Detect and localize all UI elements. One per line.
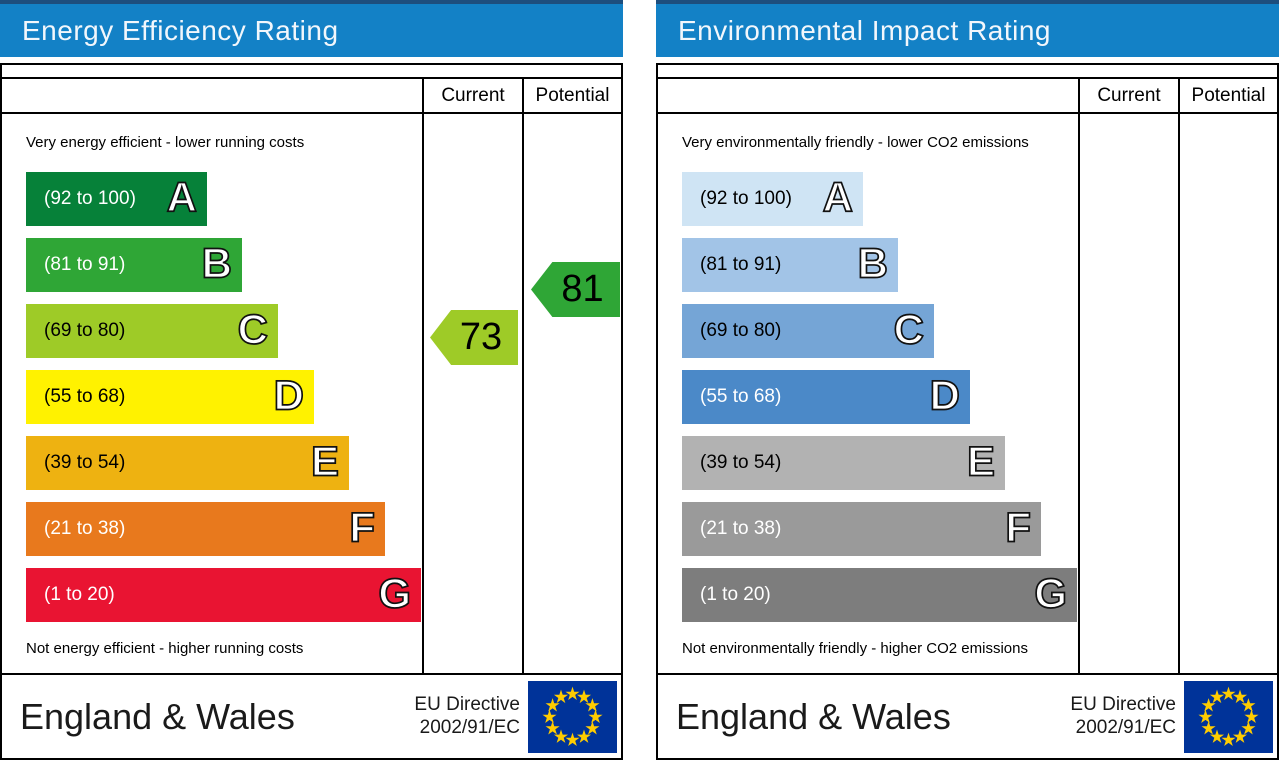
rating-column-spacer <box>2 79 422 112</box>
energy-footer: England & Wales EU Directive 2002/91/EC <box>2 675 621 758</box>
environmental-band-c: (69 to 80) C <box>682 304 934 358</box>
energy-rating-table: Current Potential Very energy efficient … <box>0 63 623 760</box>
band-letter: F <box>349 503 376 552</box>
panel-energy-efficiency: Energy Efficiency Rating Current Potenti… <box>0 0 624 765</box>
energy-potential-value: 81 <box>561 268 604 310</box>
eu-directive-label: EU Directive 2002/91/EC <box>1070 694 1176 739</box>
eu-flag-icon <box>1184 680 1273 753</box>
environmental-chart-body: Very environmentally friendly - lower CO… <box>658 114 1277 675</box>
band-letter: D <box>929 371 961 420</box>
environmental-bands: (92 to 100) A (81 to 91) B (69 to 80) C … <box>682 172 1077 634</box>
band-range-label: (21 to 38) <box>44 518 126 539</box>
environmental-band-e: (39 to 54) E <box>682 436 1005 490</box>
band-range-label: (1 to 20) <box>44 584 115 605</box>
band-letter: E <box>310 437 340 486</box>
energy-band-b: (81 to 91) B <box>26 238 242 292</box>
energy-column-headers: Current Potential <box>2 79 621 114</box>
energy-bottom-caption: Not energy efficient - higher running co… <box>26 640 304 657</box>
energy-band-a: (92 to 100) A <box>26 172 207 226</box>
band-range-label: (81 to 91) <box>700 254 782 275</box>
band-range-label: (92 to 100) <box>44 188 136 209</box>
band-letter: F <box>1005 503 1032 552</box>
environmental-band-d: (55 to 68) D <box>682 370 970 424</box>
environmental-current-header: Current <box>1078 79 1178 112</box>
energy-band-g: (1 to 20) G <box>26 568 421 622</box>
eu-directive-line1: EU Directive <box>1070 694 1176 716</box>
band-letter: A <box>822 173 854 222</box>
environmental-rating-table: Current Potential Very environmentally f… <box>656 63 1279 760</box>
environmental-footer: England & Wales EU Directive 2002/91/EC <box>658 675 1277 758</box>
current-column-divider <box>422 114 424 673</box>
environmental-potential-header: Potential <box>1178 79 1277 112</box>
eu-directive-line2: 2002/91/EC <box>1075 716 1176 738</box>
environmental-band-g: (1 to 20) G <box>682 568 1077 622</box>
band-letter: B <box>857 239 889 288</box>
energy-current-header: Current <box>422 79 522 112</box>
band-letter: C <box>893 305 925 354</box>
energy-bands: (92 to 100) A (81 to 91) B (69 to 80) C … <box>26 172 421 634</box>
environmental-band-f: (21 to 38) F <box>682 502 1041 556</box>
energy-chart-body: Very energy efficient - lower running co… <box>2 114 621 675</box>
band-range-label: (39 to 54) <box>700 452 782 473</box>
band-range-label: (92 to 100) <box>700 188 792 209</box>
band-range-label: (21 to 38) <box>700 518 782 539</box>
energy-footer-right: EU Directive 2002/91/EC <box>414 680 621 753</box>
energy-band-d: (55 to 68) D <box>26 370 314 424</box>
band-letter: G <box>1033 569 1067 618</box>
band-letter: G <box>377 569 411 618</box>
eu-directive-line2: 2002/91/EC <box>419 716 520 738</box>
energy-band-c: (69 to 80) C <box>26 304 278 358</box>
band-range-label: (81 to 91) <box>44 254 126 275</box>
eu-directive-line1: EU Directive <box>414 694 520 716</box>
potential-column-divider <box>1178 114 1180 673</box>
energy-panel-title: Energy Efficiency Rating <box>22 14 339 46</box>
band-range-label: (1 to 20) <box>700 584 771 605</box>
rating-column-spacer <box>658 79 1078 112</box>
energy-current-arrow: 73 <box>430 310 518 365</box>
region-label: England & Wales <box>676 695 951 737</box>
environmental-panel-title: Environmental Impact Rating <box>678 14 1052 46</box>
environmental-bottom-caption: Not environmentally friendly - higher CO… <box>682 640 1028 657</box>
current-column-divider <box>1078 114 1080 673</box>
potential-column-divider <box>522 114 524 673</box>
environmental-footer-right: EU Directive 2002/91/EC <box>1070 680 1277 753</box>
energy-potential-header: Potential <box>522 79 621 112</box>
energy-current-value: 73 <box>459 316 503 358</box>
band-range-label: (55 to 68) <box>700 386 782 407</box>
top-strip-row <box>2 65 621 79</box>
top-strip-row <box>658 65 1277 79</box>
environmental-title-bar: Environmental Impact Rating <box>656 0 1279 57</box>
energy-title-bar: Energy Efficiency Rating <box>0 0 623 57</box>
band-range-label: (69 to 80) <box>44 320 126 341</box>
band-letter: D <box>273 371 305 420</box>
band-range-label: (69 to 80) <box>700 320 782 341</box>
environmental-top-caption: Very environmentally friendly - lower CO… <box>682 134 1029 151</box>
band-range-label: (39 to 54) <box>44 452 126 473</box>
eu-flag-icon <box>528 680 617 753</box>
panel-environmental-impact: Environmental Impact Rating Current Pote… <box>656 0 1280 765</box>
environmental-band-b: (81 to 91) B <box>682 238 898 292</box>
region-label: England & Wales <box>20 695 295 737</box>
eu-directive-label: EU Directive 2002/91/EC <box>414 694 520 739</box>
environmental-band-a: (92 to 100) A <box>682 172 863 226</box>
band-letter: B <box>201 239 233 288</box>
energy-band-f: (21 to 38) F <box>26 502 385 556</box>
energy-potential-arrow: 81 <box>531 262 620 317</box>
environmental-column-headers: Current Potential <box>658 79 1277 114</box>
energy-band-e: (39 to 54) E <box>26 436 349 490</box>
band-letter: A <box>166 173 198 222</box>
band-range-label: (55 to 68) <box>44 386 126 407</box>
band-letter: E <box>966 437 996 486</box>
energy-top-caption: Very energy efficient - lower running co… <box>26 134 305 151</box>
band-letter: C <box>237 305 269 354</box>
